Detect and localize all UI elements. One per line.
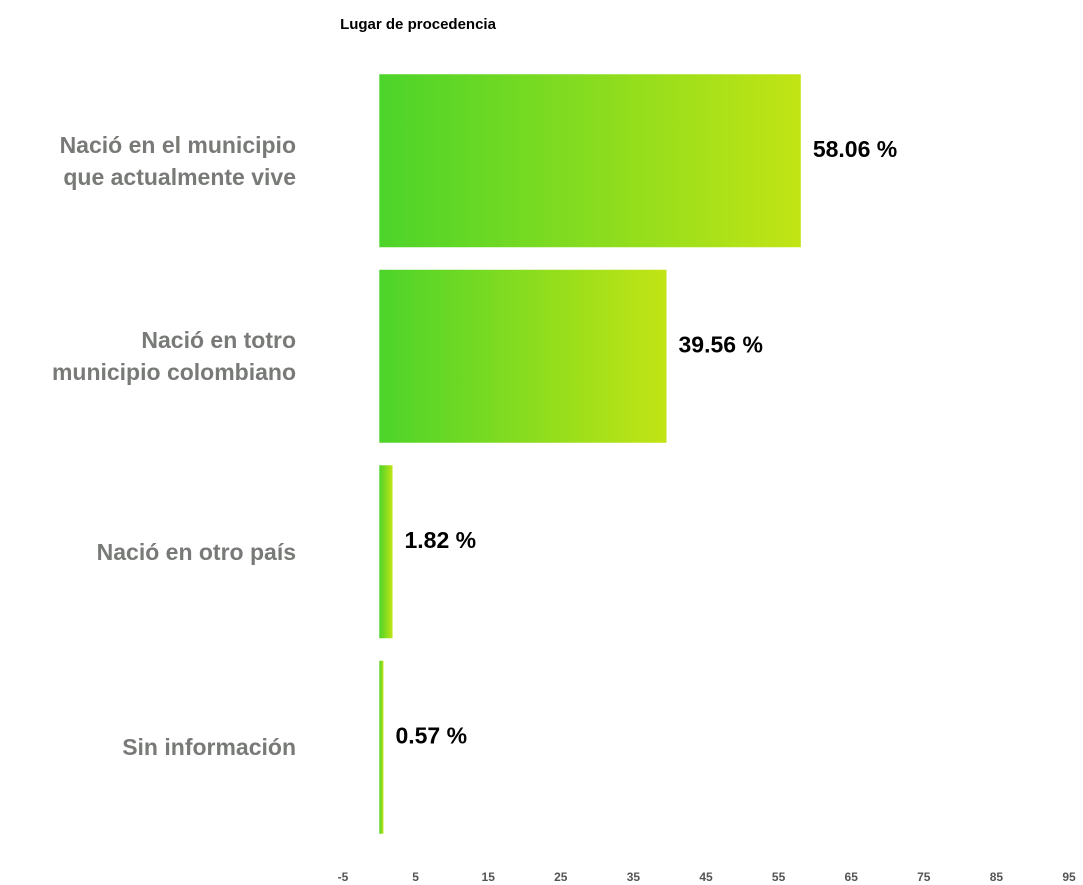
x-tick-label: -5 <box>338 870 349 884</box>
x-tick-label: 5 <box>412 870 419 884</box>
x-tick-label: 75 <box>917 870 931 884</box>
data-label: 39.56 % <box>679 331 763 357</box>
data-label: 0.57 % <box>395 722 467 748</box>
x-tick-label: 45 <box>699 870 713 884</box>
x-tick-label: 55 <box>772 870 786 884</box>
data-label: 58.06 % <box>813 136 897 162</box>
data-label: 1.82 % <box>405 527 477 553</box>
x-tick-label: 95 <box>1062 870 1076 884</box>
category-label: Nació en el municipio que actualmente vi… <box>59 131 296 190</box>
bar <box>379 74 801 248</box>
chart-title: Lugar de procedencia <box>340 16 497 33</box>
bar <box>379 660 384 834</box>
x-tick-label: 65 <box>845 870 859 884</box>
bar <box>379 269 667 443</box>
bar <box>379 465 393 639</box>
x-tick-label: 25 <box>554 870 568 884</box>
x-tick-label: 15 <box>482 870 496 884</box>
category-label: Nació en totro municipio colombiano <box>51 327 296 386</box>
category-label: Nació en otro país <box>96 538 296 565</box>
category-label: Sin información <box>122 734 296 761</box>
x-tick-label: 35 <box>627 870 641 884</box>
x-tick-label: 85 <box>990 870 1004 884</box>
